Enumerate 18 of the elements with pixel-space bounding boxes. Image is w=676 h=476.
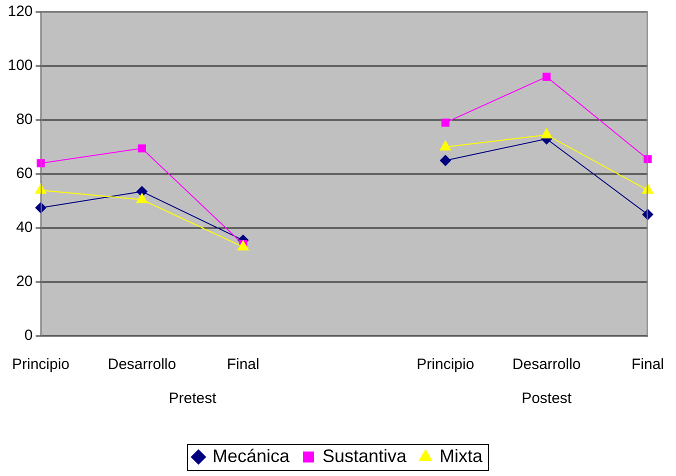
x-tick-label: Principio [12,356,70,374]
y-tick-label: 20 [16,273,33,290]
text: Pretest [168,390,218,408]
y-tick-label: 80 [16,111,33,128]
x-tick-label: Final [226,356,260,374]
x-tick-label: Principio [416,356,474,374]
x-tick-label: Desarrollo [512,356,581,374]
x-tick-label: Desarrollo [108,356,176,374]
legend-label: Mixta [440,446,484,466]
y-tick-label: 40 [16,219,33,236]
legend-label: Sustantiva [322,446,408,466]
y-tick-label: 100 [8,57,33,74]
legend-label: Mecánica [212,446,290,466]
x-tick-label: Final [631,356,664,374]
text: Postest [522,390,572,408]
y-tick-label: 60 [16,165,33,182]
y-tick-label: 0 [24,327,33,344]
y-tick-label: 120 [8,3,33,20]
